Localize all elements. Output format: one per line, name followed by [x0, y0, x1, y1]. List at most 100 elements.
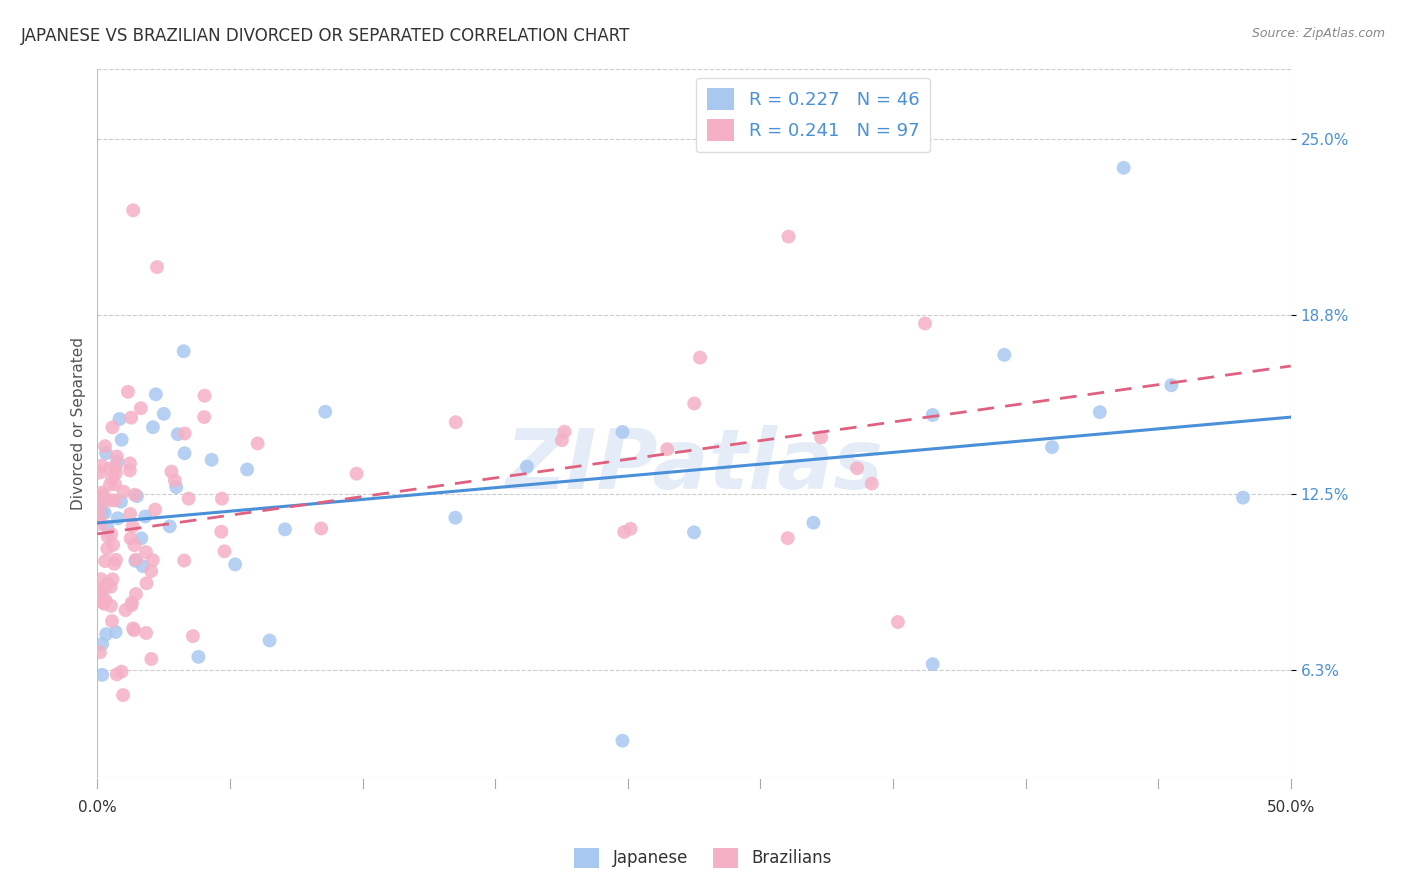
Point — [103, 493, 125, 508]
Point — [776, 531, 799, 545]
Point — [120, 410, 142, 425]
Point — [103, 557, 125, 571]
Point — [163, 474, 186, 488]
Point — [921, 657, 943, 672]
Point — [554, 425, 576, 439]
Point — [100, 493, 122, 508]
Point — [346, 467, 368, 481]
Point — [160, 465, 183, 479]
Point — [173, 344, 195, 359]
Point — [91, 637, 114, 651]
Point — [100, 599, 122, 613]
Point — [444, 510, 467, 524]
Legend: Japanese, Brazilians: Japanese, Brazilians — [568, 841, 838, 875]
Point — [201, 452, 224, 467]
Point — [93, 506, 115, 520]
Point — [120, 599, 142, 613]
Point — [142, 553, 165, 567]
Point — [314, 405, 336, 419]
Point — [145, 387, 167, 401]
Point — [921, 408, 943, 422]
Point — [683, 525, 706, 540]
Point — [94, 593, 117, 607]
Point — [94, 439, 117, 453]
Point — [89, 511, 111, 525]
Point — [96, 529, 118, 543]
Point — [107, 511, 129, 525]
Point — [236, 462, 259, 476]
Point — [104, 467, 127, 481]
Point — [91, 485, 114, 500]
Point — [173, 426, 195, 441]
Point — [143, 502, 166, 516]
Point — [93, 597, 115, 611]
Point — [89, 466, 111, 480]
Point — [125, 552, 148, 566]
Legend: R = 0.227   N = 46, R = 0.241   N = 97: R = 0.227 N = 46, R = 0.241 N = 97 — [696, 78, 931, 153]
Point — [135, 545, 157, 559]
Point — [125, 489, 148, 503]
Point — [90, 572, 112, 586]
Point — [89, 586, 111, 600]
Point — [94, 594, 117, 608]
Point — [1112, 161, 1135, 175]
Point — [214, 544, 236, 558]
Y-axis label: Divorced or Separated: Divorced or Separated — [72, 336, 86, 509]
Point — [134, 509, 156, 524]
Point — [93, 582, 115, 597]
Point — [101, 614, 124, 628]
Point — [142, 420, 165, 434]
Point — [94, 554, 117, 568]
Point — [105, 667, 128, 681]
Point — [93, 581, 115, 595]
Point — [114, 603, 136, 617]
Point — [125, 587, 148, 601]
Point — [146, 260, 169, 274]
Point — [516, 459, 538, 474]
Point — [274, 522, 297, 536]
Point — [619, 522, 641, 536]
Point — [124, 554, 146, 568]
Point — [117, 384, 139, 399]
Point — [122, 621, 145, 635]
Point — [129, 401, 152, 416]
Text: Source: ZipAtlas.com: Source: ZipAtlas.com — [1251, 27, 1385, 40]
Point — [135, 626, 157, 640]
Text: 0.0%: 0.0% — [77, 800, 117, 815]
Point — [96, 627, 118, 641]
Point — [97, 577, 120, 591]
Point — [810, 430, 832, 444]
Text: 50.0%: 50.0% — [1267, 800, 1315, 815]
Point — [612, 733, 634, 747]
Point — [91, 506, 114, 520]
Point — [444, 415, 467, 429]
Point — [211, 491, 233, 506]
Point — [91, 595, 114, 609]
Point — [141, 564, 163, 578]
Point — [98, 477, 121, 491]
Point — [120, 531, 142, 545]
Point — [90, 458, 112, 473]
Point — [803, 516, 825, 530]
Point — [551, 433, 574, 447]
Point — [914, 317, 936, 331]
Point — [165, 480, 187, 494]
Point — [96, 520, 118, 534]
Point — [846, 461, 869, 475]
Point — [104, 553, 127, 567]
Point — [159, 519, 181, 533]
Point — [122, 624, 145, 638]
Point — [1040, 440, 1063, 454]
Point — [91, 488, 114, 502]
Point — [224, 558, 246, 572]
Point — [89, 516, 111, 531]
Point — [259, 633, 281, 648]
Point — [246, 436, 269, 450]
Point — [91, 495, 114, 509]
Point — [101, 538, 124, 552]
Point — [778, 229, 800, 244]
Point — [118, 457, 141, 471]
Point — [1088, 405, 1111, 419]
Point — [1160, 378, 1182, 392]
Point — [111, 688, 134, 702]
